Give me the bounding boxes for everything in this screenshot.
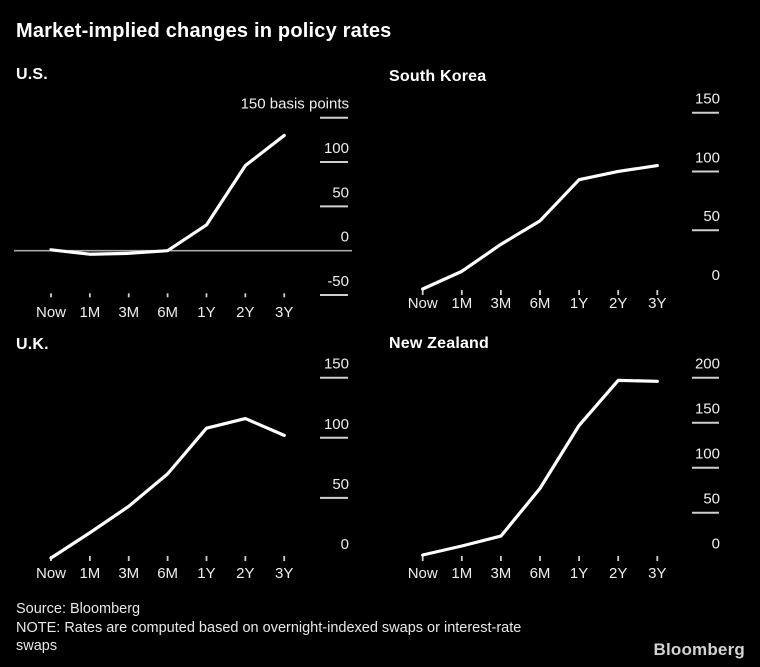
- line-chart-u-s: 150 basis points 100 50 0 -50 Now 1M 3M 6M 1Y 2Y 3Y: [14, 96, 352, 321]
- line-chart-u-k: 150 100 50 0 Now 1M 3M 6M 1Y 2Y 3Y: [36, 356, 349, 582]
- y-tick-label: 50: [332, 184, 349, 201]
- x-tick-label: 2Y: [609, 565, 627, 582]
- y-tick-label: 0: [341, 229, 349, 246]
- x-tick-label: 1Y: [570, 295, 588, 312]
- x-tick-label: 3Y: [648, 565, 666, 582]
- line-chart-new-zealand: 200 150 100 50 0 Now 1M 3M 6M 1Y 2Y 3Y: [408, 356, 720, 582]
- x-tick-label: 6M: [157, 565, 178, 582]
- chart-panel-u-k: U.K. 150 100 50 0 Now 1M 3M 6M 1Y 2Y 3Y: [0, 330, 380, 600]
- x-tick-label: 2Y: [609, 295, 627, 312]
- x-tick-label: 3M: [118, 565, 139, 582]
- panel-title-new-zealand: New Zealand: [389, 335, 490, 352]
- footer: Source: Bloomberg NOTE: Rates are comput…: [16, 600, 656, 656]
- x-tick-label: Now: [36, 565, 66, 582]
- x-tick-label: 6M: [530, 565, 551, 582]
- data-line-u-s: [49, 133, 286, 256]
- y-tick-label: 100: [695, 149, 720, 166]
- x-tick-label: Now: [36, 304, 66, 321]
- x-tick-label: Now: [408, 295, 438, 312]
- y-tick-label: 150: [324, 356, 349, 373]
- y-tick-label: 0: [712, 267, 720, 284]
- x-tick-label: 1Y: [197, 565, 215, 582]
- bloomberg-logo: Bloomberg: [653, 640, 745, 659]
- chart-panel-south-korea: South Korea 150 100 50 0 Now 1M 3M 6M 1Y 2Y 3Y: [380, 60, 760, 330]
- x-tick-label: 6M: [530, 295, 551, 312]
- panel-title-u-k: U.K.: [16, 336, 49, 353]
- y-tick-label: 100: [324, 140, 349, 157]
- data-line-u-k: [49, 416, 286, 560]
- x-tick-label: 6M: [157, 304, 178, 321]
- y-tick-label: 100: [324, 416, 349, 433]
- x-tick-label: 2Y: [236, 565, 254, 582]
- line-chart-south-korea: 150 100 50 0 Now 1M 3M 6M 1Y 2Y 3Y: [408, 91, 720, 312]
- panel-title-south-korea: South Korea: [389, 68, 487, 85]
- x-tick-label: 3Y: [275, 565, 293, 582]
- data-line-south-korea: [421, 163, 659, 291]
- x-tick-label: 3Y: [275, 304, 293, 321]
- data-line-new-zealand: [421, 378, 659, 557]
- y-tick-label: 0: [341, 536, 349, 553]
- y-tick-label: 50: [332, 476, 349, 493]
- source-note: Source: Bloomberg: [16, 601, 141, 617]
- panel-title-u-s: U.S.: [16, 66, 48, 83]
- y-tick-label: 150: [695, 91, 720, 108]
- y-tick-label: 50: [703, 208, 720, 225]
- y-tick-label: -50: [327, 273, 349, 290]
- x-tick-label: 3Y: [648, 295, 666, 312]
- y-tick-label: 200: [695, 356, 720, 373]
- x-tick-label: 1M: [451, 295, 472, 312]
- x-tick-label: 3M: [490, 565, 511, 582]
- y-tick-label: 0: [712, 536, 720, 553]
- x-tick-label: 1M: [79, 565, 100, 582]
- figure-title: Market-implied changes in policy rates: [16, 20, 392, 42]
- y-tick-label: 100: [695, 446, 720, 463]
- chart-panel-u-s: U.S. 150 basis points 100 50 0 -50 Now 1M 3M 6M 1Y…: [0, 60, 380, 330]
- footnote-line-1: NOTE: Rates are computed based on overni…: [16, 619, 522, 636]
- x-tick-label: 1M: [79, 304, 100, 321]
- x-tick-label: 3M: [490, 295, 511, 312]
- x-tick-label: 3M: [118, 304, 139, 321]
- footnote-line-2: swaps: [16, 638, 58, 655]
- y-tick-label: 50: [703, 491, 720, 508]
- y-tick-label: 150: [695, 401, 720, 418]
- x-tick-label: 1M: [451, 565, 472, 582]
- x-tick-label: 1Y: [570, 565, 588, 582]
- x-tick-label: 2Y: [236, 304, 254, 321]
- x-tick-label: Now: [408, 565, 438, 582]
- chart-panel-new-zealand: New Zealand 200 150 100 50 0 Now 1M 3M 6M 1Y 2Y 3Y: [380, 330, 760, 600]
- y-tick-label: 150 basis points: [241, 96, 349, 113]
- x-tick-label: 1Y: [197, 304, 215, 321]
